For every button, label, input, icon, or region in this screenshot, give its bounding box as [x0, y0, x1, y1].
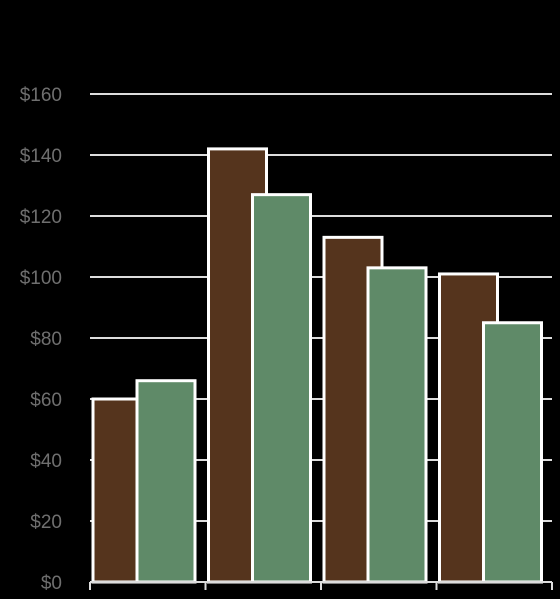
bar — [251, 193, 312, 584]
bar — [366, 266, 428, 584]
y-axis: $0 $20 $40 $60 $80 $100 $120 $140 $160 — [20, 85, 62, 594]
y-tick-label: $140 — [20, 146, 62, 167]
bar — [135, 379, 197, 584]
y-tick-label: $160 — [20, 85, 62, 106]
y-tick-label: $0 — [41, 573, 62, 594]
x-axis — [89, 581, 553, 590]
y-tick-label: $60 — [30, 390, 62, 411]
bar — [482, 321, 543, 584]
y-tick-label: $40 — [30, 451, 62, 472]
y-tick-label: $20 — [30, 512, 62, 533]
bars — [91, 147, 543, 584]
y-tick-label: $120 — [20, 207, 62, 228]
y-tick-label: $80 — [30, 329, 62, 350]
y-tick-label: $100 — [20, 268, 62, 289]
